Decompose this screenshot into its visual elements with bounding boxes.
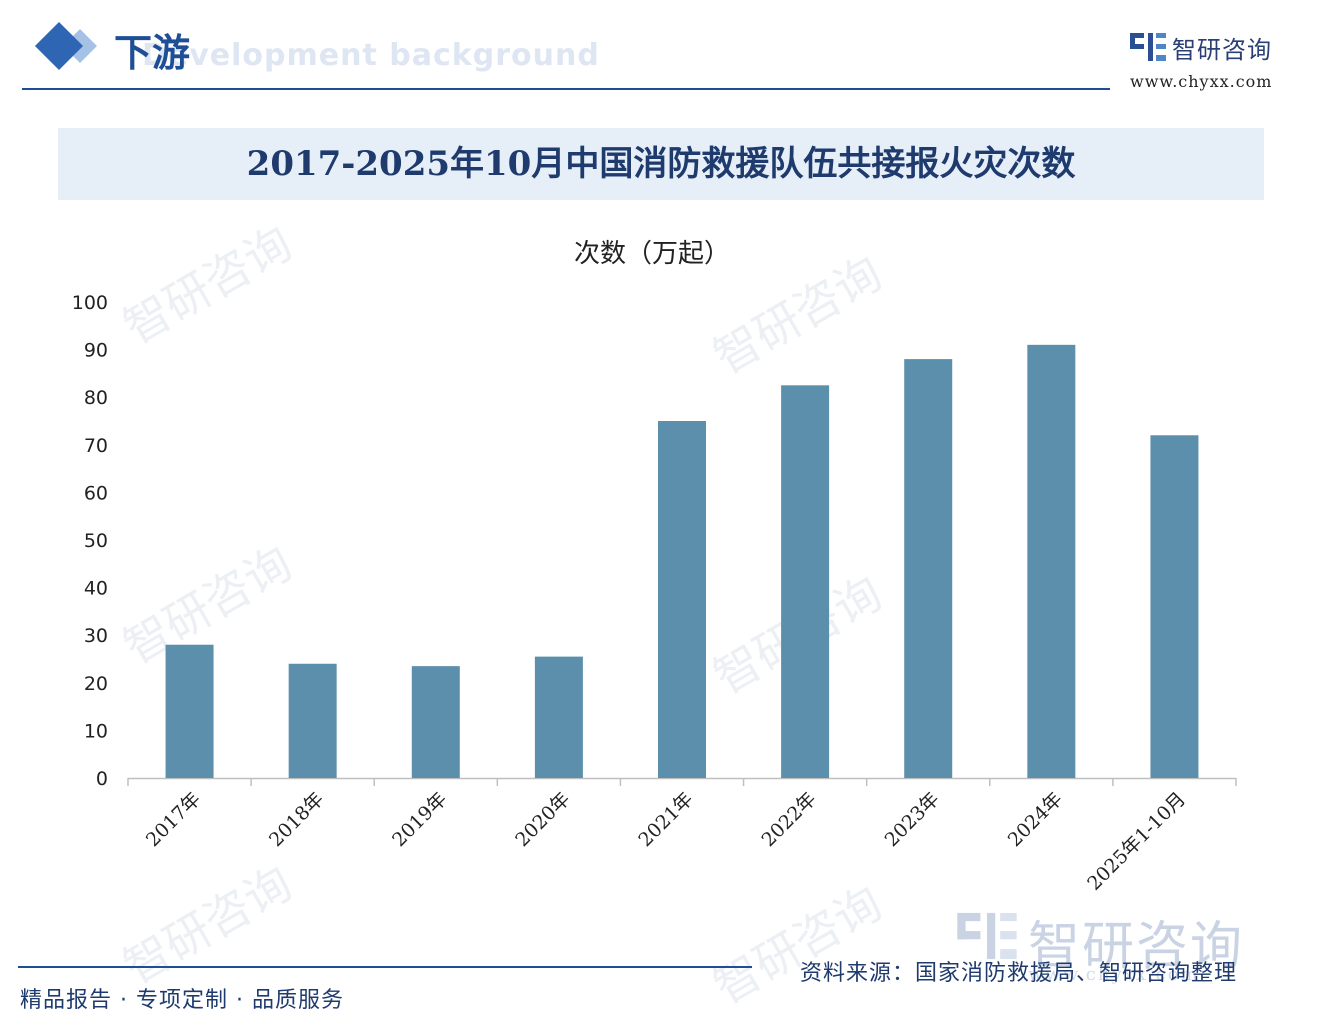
y-tick-label: 70 bbox=[84, 435, 108, 457]
bar bbox=[781, 385, 830, 778]
bar bbox=[904, 359, 953, 778]
bar bbox=[165, 644, 214, 778]
y-tick-label: 20 bbox=[84, 673, 108, 695]
x-tick-label: 2023年 bbox=[881, 788, 944, 851]
bar bbox=[1150, 435, 1199, 778]
bar bbox=[534, 656, 583, 778]
bar bbox=[1027, 344, 1076, 778]
header-divider bbox=[22, 88, 1110, 90]
bars bbox=[165, 344, 1199, 778]
chart-title-bar bbox=[58, 128, 1264, 200]
y-tick-label: 50 bbox=[84, 530, 108, 552]
y-tick-label: 40 bbox=[84, 578, 108, 600]
bar bbox=[288, 663, 337, 778]
footer-logo-text: 智研咨询 bbox=[1028, 917, 1245, 977]
x-tick-labels: 2017年 2018年 2019年 2020年 2021年 2022年 2023年 2024年… bbox=[142, 788, 1190, 895]
footer-slogan: 精品报告 · 专项定制 · 品质服务 bbox=[20, 988, 344, 1013]
chart-title: 2017-2025年10月中国消防救援队伍共接报火灾次数 bbox=[246, 144, 1076, 184]
x-tick-label: 2018年 bbox=[265, 788, 328, 851]
footer-logo-url: www.chyxx.com bbox=[1028, 964, 1200, 985]
y-tick-label: 90 bbox=[84, 340, 108, 362]
y-tick-label: 10 bbox=[84, 720, 108, 742]
x-tick-marks bbox=[127, 778, 1237, 786]
footer-logo-icon bbox=[957, 912, 1017, 960]
x-tick-label: 2022年 bbox=[757, 788, 820, 851]
x-tick-label: 2025年1-10月 bbox=[1083, 788, 1190, 895]
y-tick-label: 0 bbox=[96, 768, 108, 790]
brand-url: www.chyxx.com bbox=[1130, 72, 1273, 91]
y-tick-label: 30 bbox=[84, 625, 108, 647]
x-tick-label: 2020年 bbox=[511, 788, 574, 851]
y-tick-label: 100 bbox=[72, 292, 108, 314]
x-tick-label: 2019年 bbox=[388, 788, 451, 851]
brand-block: 智研咨询 www.chyxx.com bbox=[1128, 28, 1298, 98]
y-axis-label: 次数（万起） bbox=[574, 239, 730, 269]
section-subtitle: Development background bbox=[142, 38, 600, 73]
y-tick-label: 80 bbox=[84, 387, 108, 409]
bar bbox=[411, 666, 460, 778]
y-tick-label: 60 bbox=[84, 482, 108, 504]
footer-divider bbox=[18, 966, 752, 968]
source-note: 资料来源：国家消防救援局、智研咨询整理 bbox=[800, 961, 1238, 986]
x-tick-label: 2021年 bbox=[634, 788, 697, 851]
brand-name: 智研咨询 bbox=[1172, 36, 1272, 64]
x-tick-label: 2024年 bbox=[1004, 788, 1067, 851]
section-title: 下游 bbox=[114, 30, 191, 75]
x-tick-label: 2017年 bbox=[142, 788, 205, 851]
y-tick-labels: 0 10 20 30 40 50 60 70 80 90 100 bbox=[72, 292, 108, 790]
brand-logo-icon bbox=[1130, 33, 1166, 61]
bar bbox=[658, 421, 706, 778]
